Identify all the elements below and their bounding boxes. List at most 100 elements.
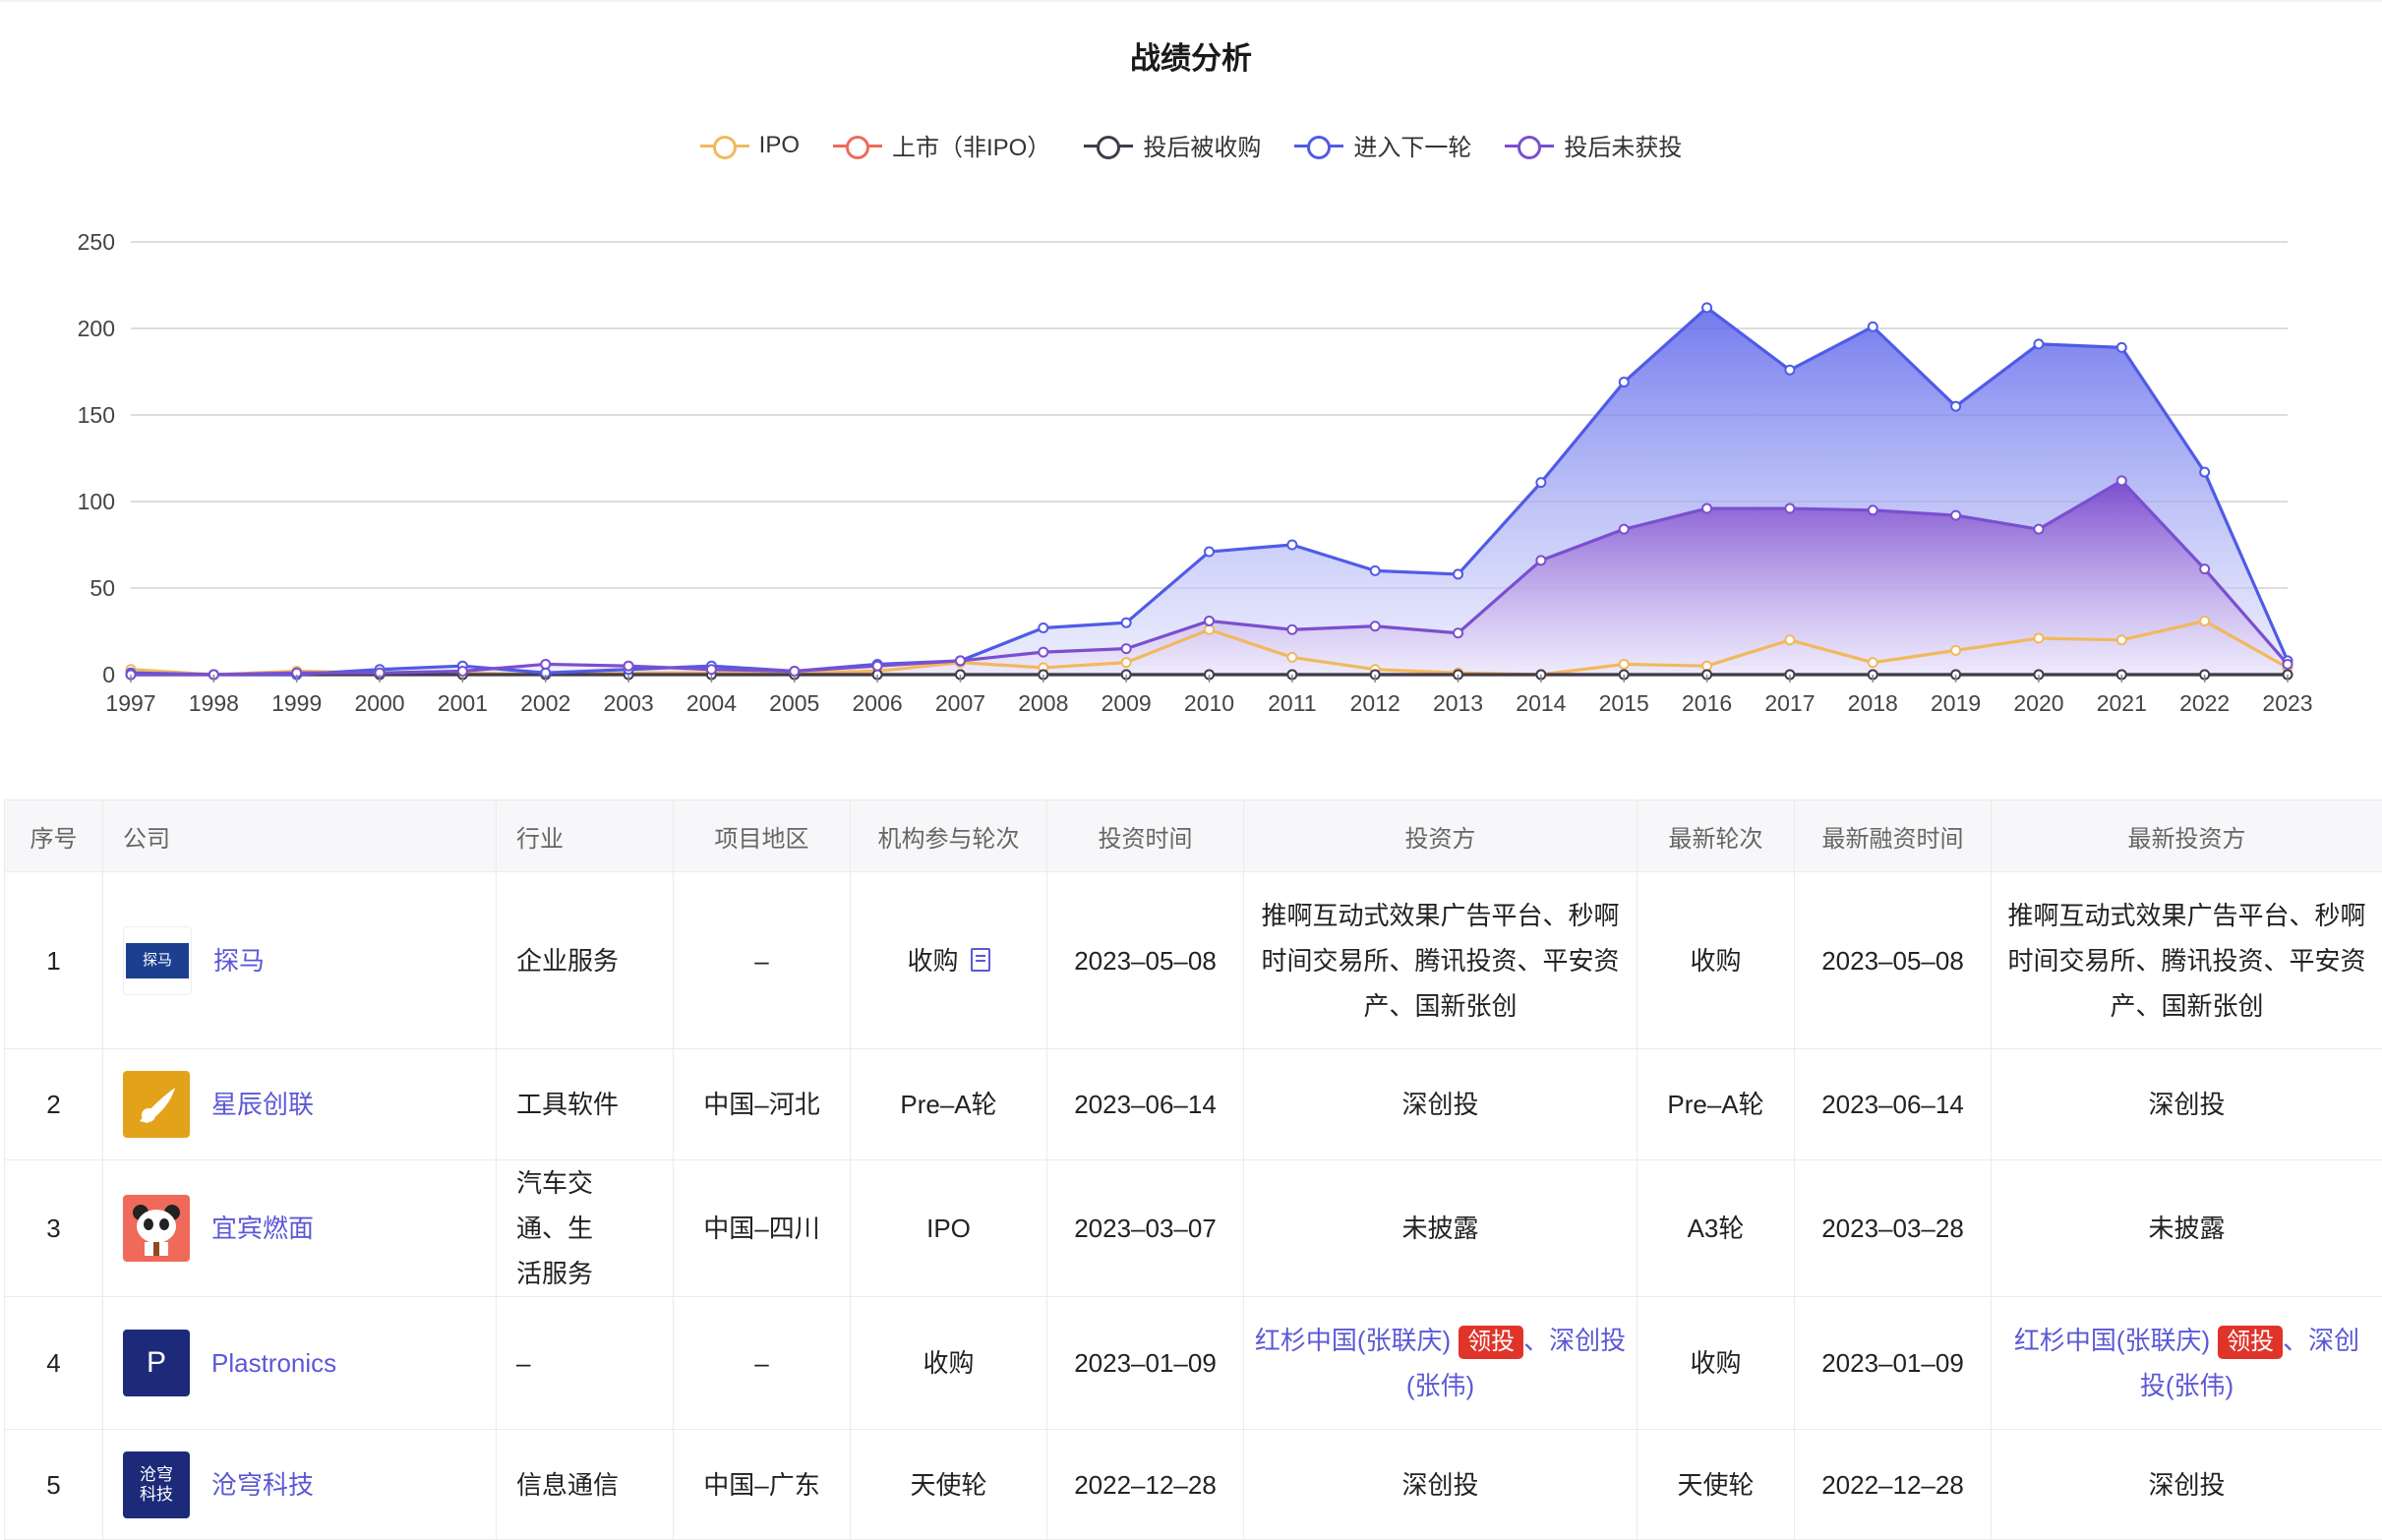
logo-mark-icon: 探马 bbox=[126, 943, 189, 978]
legend-item-next-round[interactable]: 进入下一轮 bbox=[1294, 128, 1471, 162]
investor-paren: ) bbox=[2226, 1371, 2234, 1400]
latest-investors-cell[interactable]: 推啊互动式效果广告平台、秒啊时间交易所、腾讯投资、平安资产、国新张创 bbox=[1992, 872, 2382, 1049]
company-name-link[interactable]: 宜宾燃面 bbox=[211, 1206, 314, 1251]
round-cell: IPO bbox=[851, 1160, 1047, 1297]
data-point bbox=[707, 665, 716, 674]
investor-link[interactable]: 红杉中国( bbox=[2014, 1326, 2125, 1355]
x-tick-label: 2006 bbox=[853, 690, 903, 716]
data-point bbox=[1785, 366, 1794, 375]
row-index: 1 bbox=[5, 872, 103, 1049]
row-index: 5 bbox=[5, 1430, 103, 1540]
x-tick-label: 2003 bbox=[603, 690, 653, 716]
latest-investors-cell[interactable]: 深创投 bbox=[1992, 1430, 2382, 1540]
col-header-industry: 行业 bbox=[497, 800, 674, 872]
legend-marker-icon bbox=[1084, 134, 1133, 157]
investor-paren: ) bbox=[2202, 1326, 2211, 1355]
investor-person-link[interactable]: 张联庆 bbox=[2124, 1326, 2201, 1355]
date-cell: 2022–12–28 bbox=[1047, 1430, 1244, 1540]
industry-cell: 工具软件 bbox=[497, 1049, 674, 1160]
data-point bbox=[1287, 653, 1296, 662]
legend-label: 投后被收购 bbox=[1143, 128, 1261, 162]
data-point bbox=[1702, 303, 1711, 312]
company-logo[interactable]: 沧穹科技 bbox=[123, 1451, 190, 1518]
x-tick-label: 2019 bbox=[1931, 690, 1981, 716]
table-row: 4 P Plastronics – – 收购 2023–01–09 红杉中国(张… bbox=[5, 1297, 2382, 1430]
legend-item-ipo[interactable]: IPO bbox=[700, 128, 800, 162]
industry-cell: 企业服务 bbox=[497, 872, 674, 1049]
company-logo[interactable]: P bbox=[123, 1330, 190, 1396]
round-cell: 收购 bbox=[851, 872, 1047, 1049]
investment-table: 序号 公司 行业 项目地区 机构参与轮次 投资时间 投资方 最新轮次 最新融资时… bbox=[4, 800, 2382, 1540]
data-point bbox=[1371, 622, 1380, 630]
latest-date-cell: 2023–03–28 bbox=[1795, 1160, 1992, 1297]
legend-item-no-funding[interactable]: 投后未获投 bbox=[1505, 128, 1682, 162]
round-cell: 天使轮 bbox=[851, 1430, 1047, 1540]
legend-label: 上市（非IPO） bbox=[892, 128, 1050, 162]
investors-cell[interactable]: 深创投 bbox=[1244, 1049, 1638, 1160]
legend-item-listed-non-ipo[interactable]: 上市（非IPO） bbox=[833, 128, 1050, 162]
industry-cell: 信息通信 bbox=[497, 1430, 674, 1540]
col-header-latest-date: 最新融资时间 bbox=[1795, 800, 1992, 872]
company-name-link[interactable]: 沧穹科技 bbox=[211, 1462, 314, 1508]
legend-marker-icon bbox=[1505, 134, 1554, 157]
legend-marker-icon bbox=[700, 134, 749, 157]
legend-label: 进入下一轮 bbox=[1353, 128, 1471, 162]
company-cell: 宜宾燃面 bbox=[103, 1160, 497, 1297]
data-point bbox=[2284, 660, 2293, 669]
date-cell: 2023–06–14 bbox=[1047, 1049, 1244, 1160]
round-cell: Pre–A轮 bbox=[851, 1049, 1047, 1160]
row-index: 4 bbox=[5, 1297, 103, 1430]
industry-cell: 汽车交通、生活服务 bbox=[497, 1160, 674, 1297]
table-row: 3 宜宾燃面 bbox=[5, 1160, 2382, 1297]
investor-link[interactable]: 红杉中国( bbox=[1255, 1326, 1366, 1355]
round-label: 收购 bbox=[907, 946, 958, 976]
col-header-company: 公司 bbox=[103, 800, 497, 872]
x-tick-label: 2021 bbox=[2097, 690, 2147, 716]
x-tick-label: 2002 bbox=[520, 690, 570, 716]
document-icon[interactable] bbox=[971, 948, 990, 972]
data-point bbox=[2117, 635, 2126, 644]
legend-item-acquired[interactable]: 投后被收购 bbox=[1084, 128, 1261, 162]
data-point bbox=[1620, 660, 1629, 669]
company-logo[interactable] bbox=[123, 1195, 190, 1262]
company-name-link[interactable]: 星辰创联 bbox=[211, 1082, 314, 1127]
data-point bbox=[1702, 504, 1711, 513]
data-point bbox=[2034, 339, 2043, 348]
x-tick-label: 2022 bbox=[2179, 690, 2230, 716]
data-point bbox=[1620, 378, 1629, 386]
table-header-row: 序号 公司 行业 项目地区 机构参与轮次 投资时间 投资方 最新轮次 最新融资时… bbox=[5, 800, 2382, 872]
investors-cell: 未披露 bbox=[1244, 1160, 1638, 1297]
region-cell: 中国–广东 bbox=[674, 1430, 851, 1540]
data-point bbox=[1951, 511, 1960, 520]
lead-investor-badge: 领投 bbox=[1459, 1326, 1523, 1359]
y-tick-label: 0 bbox=[102, 662, 115, 687]
investor-person-link[interactable]: 张伟 bbox=[2174, 1371, 2225, 1400]
company-logo[interactable]: 探马 bbox=[123, 926, 192, 995]
investor-paren: ) bbox=[1466, 1371, 1475, 1400]
company-logo[interactable] bbox=[123, 1071, 190, 1138]
company-name-link[interactable]: 探马 bbox=[213, 938, 265, 983]
x-tick-label: 1997 bbox=[105, 690, 155, 716]
latest-investors-cell[interactable]: 深创投 bbox=[1992, 1049, 2382, 1160]
data-point bbox=[1205, 548, 1214, 557]
comet-icon bbox=[132, 1080, 181, 1129]
latest-round-cell: A3轮 bbox=[1638, 1160, 1795, 1297]
data-point bbox=[2117, 343, 2126, 352]
data-point bbox=[956, 656, 965, 665]
company-name-link[interactable]: Plastronics bbox=[211, 1340, 336, 1386]
x-tick-label: 2005 bbox=[769, 690, 819, 716]
investors-cell[interactable]: 深创投 bbox=[1244, 1430, 1638, 1540]
data-point bbox=[2117, 476, 2126, 485]
data-point bbox=[1951, 646, 1960, 655]
investor-person-link[interactable]: 张伟 bbox=[1414, 1371, 1465, 1400]
investor-person-link[interactable]: 张联庆 bbox=[1365, 1326, 1442, 1355]
x-tick-label: 2017 bbox=[1764, 690, 1815, 716]
data-point bbox=[2200, 617, 2209, 625]
latest-investors-cell: 红杉中国(张联庆)领投、深创投(张伟) bbox=[1992, 1297, 2382, 1430]
x-tick-label: 1998 bbox=[189, 690, 239, 716]
investors-cell[interactable]: 推啊互动式效果广告平台、秒啊时间交易所、腾讯投资、平安资产、国新张创 bbox=[1244, 872, 1638, 1049]
data-point bbox=[2034, 634, 2043, 643]
x-tick-label: 2008 bbox=[1018, 690, 1068, 716]
chart-title: 战绩分析 bbox=[0, 33, 2382, 78]
data-point bbox=[1536, 556, 1545, 564]
